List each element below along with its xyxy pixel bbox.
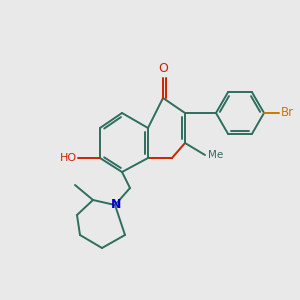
Text: Br: Br — [281, 106, 294, 119]
Text: HO: HO — [60, 153, 77, 163]
Text: O: O — [158, 62, 168, 75]
Text: N: N — [111, 197, 121, 211]
Text: Me: Me — [208, 150, 223, 160]
